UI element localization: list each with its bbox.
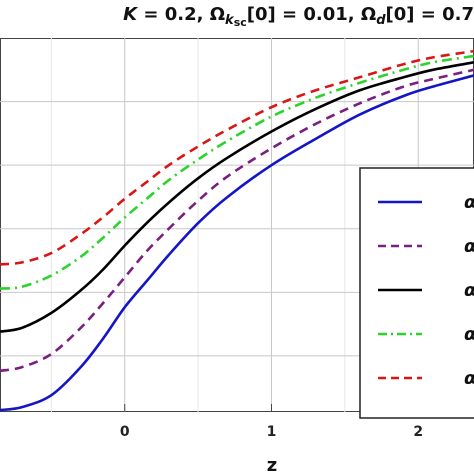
x-tick-label: 1 <box>267 424 277 440</box>
series-line-3 <box>0 61 474 333</box>
series-line-2 <box>0 68 474 373</box>
title-part: K <box>123 4 139 25</box>
title-part: = 0.2, <box>137 4 210 25</box>
title-part: d <box>376 13 386 28</box>
legend-label-4: α <box>464 324 474 345</box>
legend-box <box>359 167 474 419</box>
title-part: sc <box>234 16 247 29</box>
x-tick-label: 0 <box>120 424 130 440</box>
title-part: Ω <box>361 4 376 25</box>
title-part: k <box>225 13 235 28</box>
x-axis-label: z <box>267 455 277 474</box>
title-part: [0] = 0.7 <box>386 4 474 25</box>
series-line-5 <box>0 49 474 266</box>
title-part: Ω <box>210 4 225 25</box>
title-part: [0] = 0.01, <box>247 4 361 25</box>
series-line-4 <box>0 54 474 290</box>
legend-label-2: α <box>464 236 474 257</box>
series-line-1 <box>0 74 474 412</box>
legend-label-3: α <box>464 280 474 301</box>
legend-label-1: α <box>464 192 474 213</box>
legend: α α α α α <box>359 167 474 419</box>
legend-label-5: α <box>464 368 474 389</box>
x-tick-label: 2 <box>413 424 423 440</box>
chart-title: K = 0.2, Ωksc[0] = 0.01, Ωd[0] = 0.7 <box>123 4 474 29</box>
